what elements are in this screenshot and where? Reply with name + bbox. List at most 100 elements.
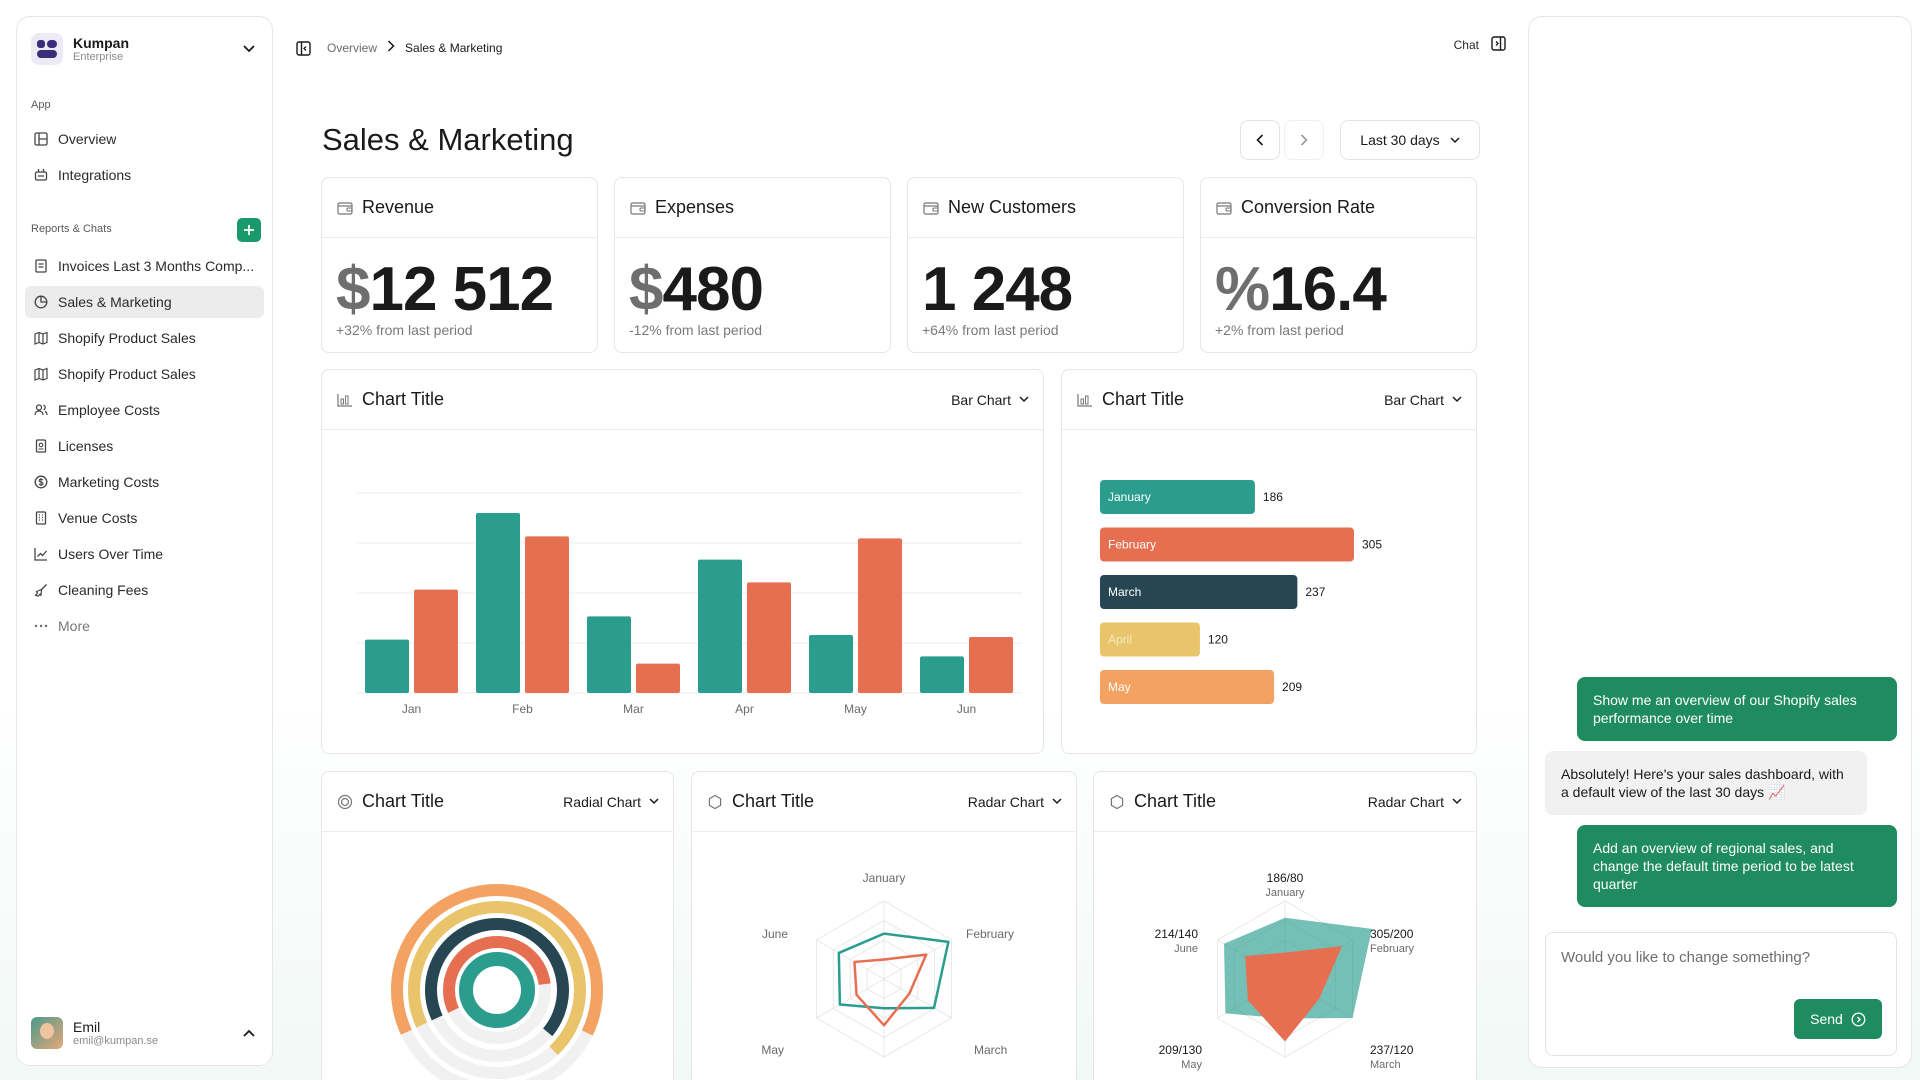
wallet-icon [629,199,647,217]
org-switcher[interactable]: Kumpan Enterprise [31,31,258,67]
x-tick-label: Apr [735,702,754,716]
send-label: Send [1810,1011,1843,1027]
sidebar-item-employee-costs[interactable]: Employee Costs [25,394,264,426]
sidebar-item-shopify-2[interactable]: Shopify Product Sales [25,358,264,390]
sidebar-item-licenses[interactable]: Licenses [25,430,264,462]
chat-input[interactable] [1561,945,1881,969]
send-button[interactable]: Send [1794,999,1882,1039]
chat-message-user: Show me an overview of our Shopify sales… [1577,677,1897,741]
arrow-circle-right-icon [1851,1012,1866,1026]
chart-card-radial: Chart Title Radial Chart [321,771,674,1080]
bar-january [1100,480,1255,514]
chevron-down-icon[interactable] [240,40,258,58]
chevron-down-icon [1052,798,1062,805]
chevron-down-icon [1450,136,1460,143]
user-menu[interactable]: Emil emil@kumpan.se [31,1015,258,1051]
nav-app: Overview Integrations [25,123,264,195]
card-title: Chart Title [1134,791,1217,811]
map-icon [33,330,49,346]
bar-chart-icon [336,391,354,409]
period-select[interactable]: Last 30 days [1340,120,1480,160]
panel-right-icon[interactable] [1491,36,1506,54]
card-header: Conversion Rate [1201,178,1476,238]
radial-arc-5 [391,884,603,1036]
map-icon [33,366,49,382]
chat-label: Chat [1453,38,1479,52]
chart-type-value: Radar Chart [1367,793,1444,810]
org-plan: Enterprise [73,50,124,63]
card-title: Chart Title [362,389,445,409]
kpi-number: 16.4 [1269,255,1387,324]
sidebar-item-sales-marketing[interactable]: Sales & Marketing [25,286,264,318]
chevron-up-icon[interactable] [240,1024,258,1042]
sidebar-item-integrations[interactable]: Integrations [25,159,264,191]
radial-arc-2 [443,936,551,1013]
plug-icon [33,167,49,183]
sidebar-item-marketing-costs[interactable]: Marketing Costs [25,466,264,498]
kpi-number: 12 512 [369,255,554,324]
bar-jun-series-1 [920,656,964,693]
radial-arc-3 [425,918,569,1037]
radar-axis-label: June [1174,943,1198,955]
kpi-number: 1 248 [922,255,1073,324]
nav-reports: Invoices Last 3 Months Comp... Sales & M… [25,250,264,646]
bar-jun-series-2 [969,637,1013,693]
prev-period-button[interactable] [1240,120,1280,160]
chevron-down-icon [1452,396,1462,403]
chat-toggle[interactable]: Chat [1454,36,1506,54]
radial-arc-1 [459,952,535,1028]
section-label-app: App [31,99,51,111]
sidebar-item-label: Cleaning Fees [58,582,149,598]
chart-type-select[interactable]: Radar Chart [968,794,1062,810]
card-header: Chart Title Radar Chart [1094,772,1476,832]
period-value: Last 30 days [1360,132,1440,148]
x-tick-label: Mar [623,702,644,716]
chevron-down-icon [1019,396,1029,403]
breadcrumb-parent[interactable]: Overview [327,41,378,55]
chat-composer: Send [1545,932,1897,1056]
bar-may [1100,670,1275,704]
next-period-button[interactable] [1284,120,1324,160]
card-title: Revenue [362,197,435,217]
kpi-value: 1 248 [922,254,1073,325]
bar-value-label: 120 [1208,633,1228,647]
kpi-number: 480 [662,255,763,324]
chat-panel: Show me an overview of our Shopify sales… [1528,16,1912,1068]
chart-type-select[interactable]: Bar Chart [1384,392,1462,408]
chart-card-radar-2: Chart Title Radar Chart 186/80 January 305… [1093,771,1477,1080]
chart-card-bar-vertical: Chart Title Bar Chart Jan Feb Mar Apr May Jun [321,369,1044,754]
chart-type-select[interactable]: Radial Chart [563,794,659,810]
chart-type-value: Bar Chart [951,391,1011,408]
dollar-icon [33,474,49,490]
toggle-sidebar-icon[interactable] [296,40,311,56]
chart-type-value: Radial Chart [563,793,641,810]
sidebar-item-label: Overview [58,131,117,147]
chart-type-value: Bar Chart [1384,391,1444,408]
building-icon [33,510,49,526]
radar-axis-label: January [863,871,906,885]
kpi-delta: +64% from last period [922,322,1059,338]
sidebar-item-more[interactable]: More [25,610,264,642]
bar-apr-series-1 [698,559,742,693]
topbar: Overview Sales & Marketing Chat [296,36,1506,60]
page-title: Sales & Marketing [322,122,574,157]
bar-mar-series-1 [587,616,631,693]
sidebar-item-label: Users Over Time [58,546,164,562]
chart-type-select[interactable]: Radar Chart [1368,794,1462,810]
sidebar-item-label: Sales & Marketing [58,294,172,310]
card-title: Expenses [655,197,735,217]
sidebar-item-venue-costs[interactable]: Venue Costs [25,502,264,534]
add-report-button[interactable] [237,218,261,242]
sidebar-item-overview[interactable]: Overview [25,123,264,155]
sidebar-item-invoices[interactable]: Invoices Last 3 Months Comp... [25,250,264,282]
chart-type-select[interactable]: Bar Chart [951,392,1029,408]
kpi-delta: +32% from last period [336,322,473,338]
bar-label: February [1108,538,1156,552]
wallet-icon [922,199,940,217]
sidebar-item-users-over-time[interactable]: Users Over Time [25,538,264,570]
sidebar-item-shopify-1[interactable]: Shopify Product Sales [25,322,264,354]
bar-value-label: 237 [1305,585,1325,599]
kpi-prefix: $ [336,255,370,324]
message-text: Absolutely! Here's your sales dashboard,… [1561,766,1844,800]
sidebar-item-cleaning-fees[interactable]: Cleaning Fees [25,574,264,606]
